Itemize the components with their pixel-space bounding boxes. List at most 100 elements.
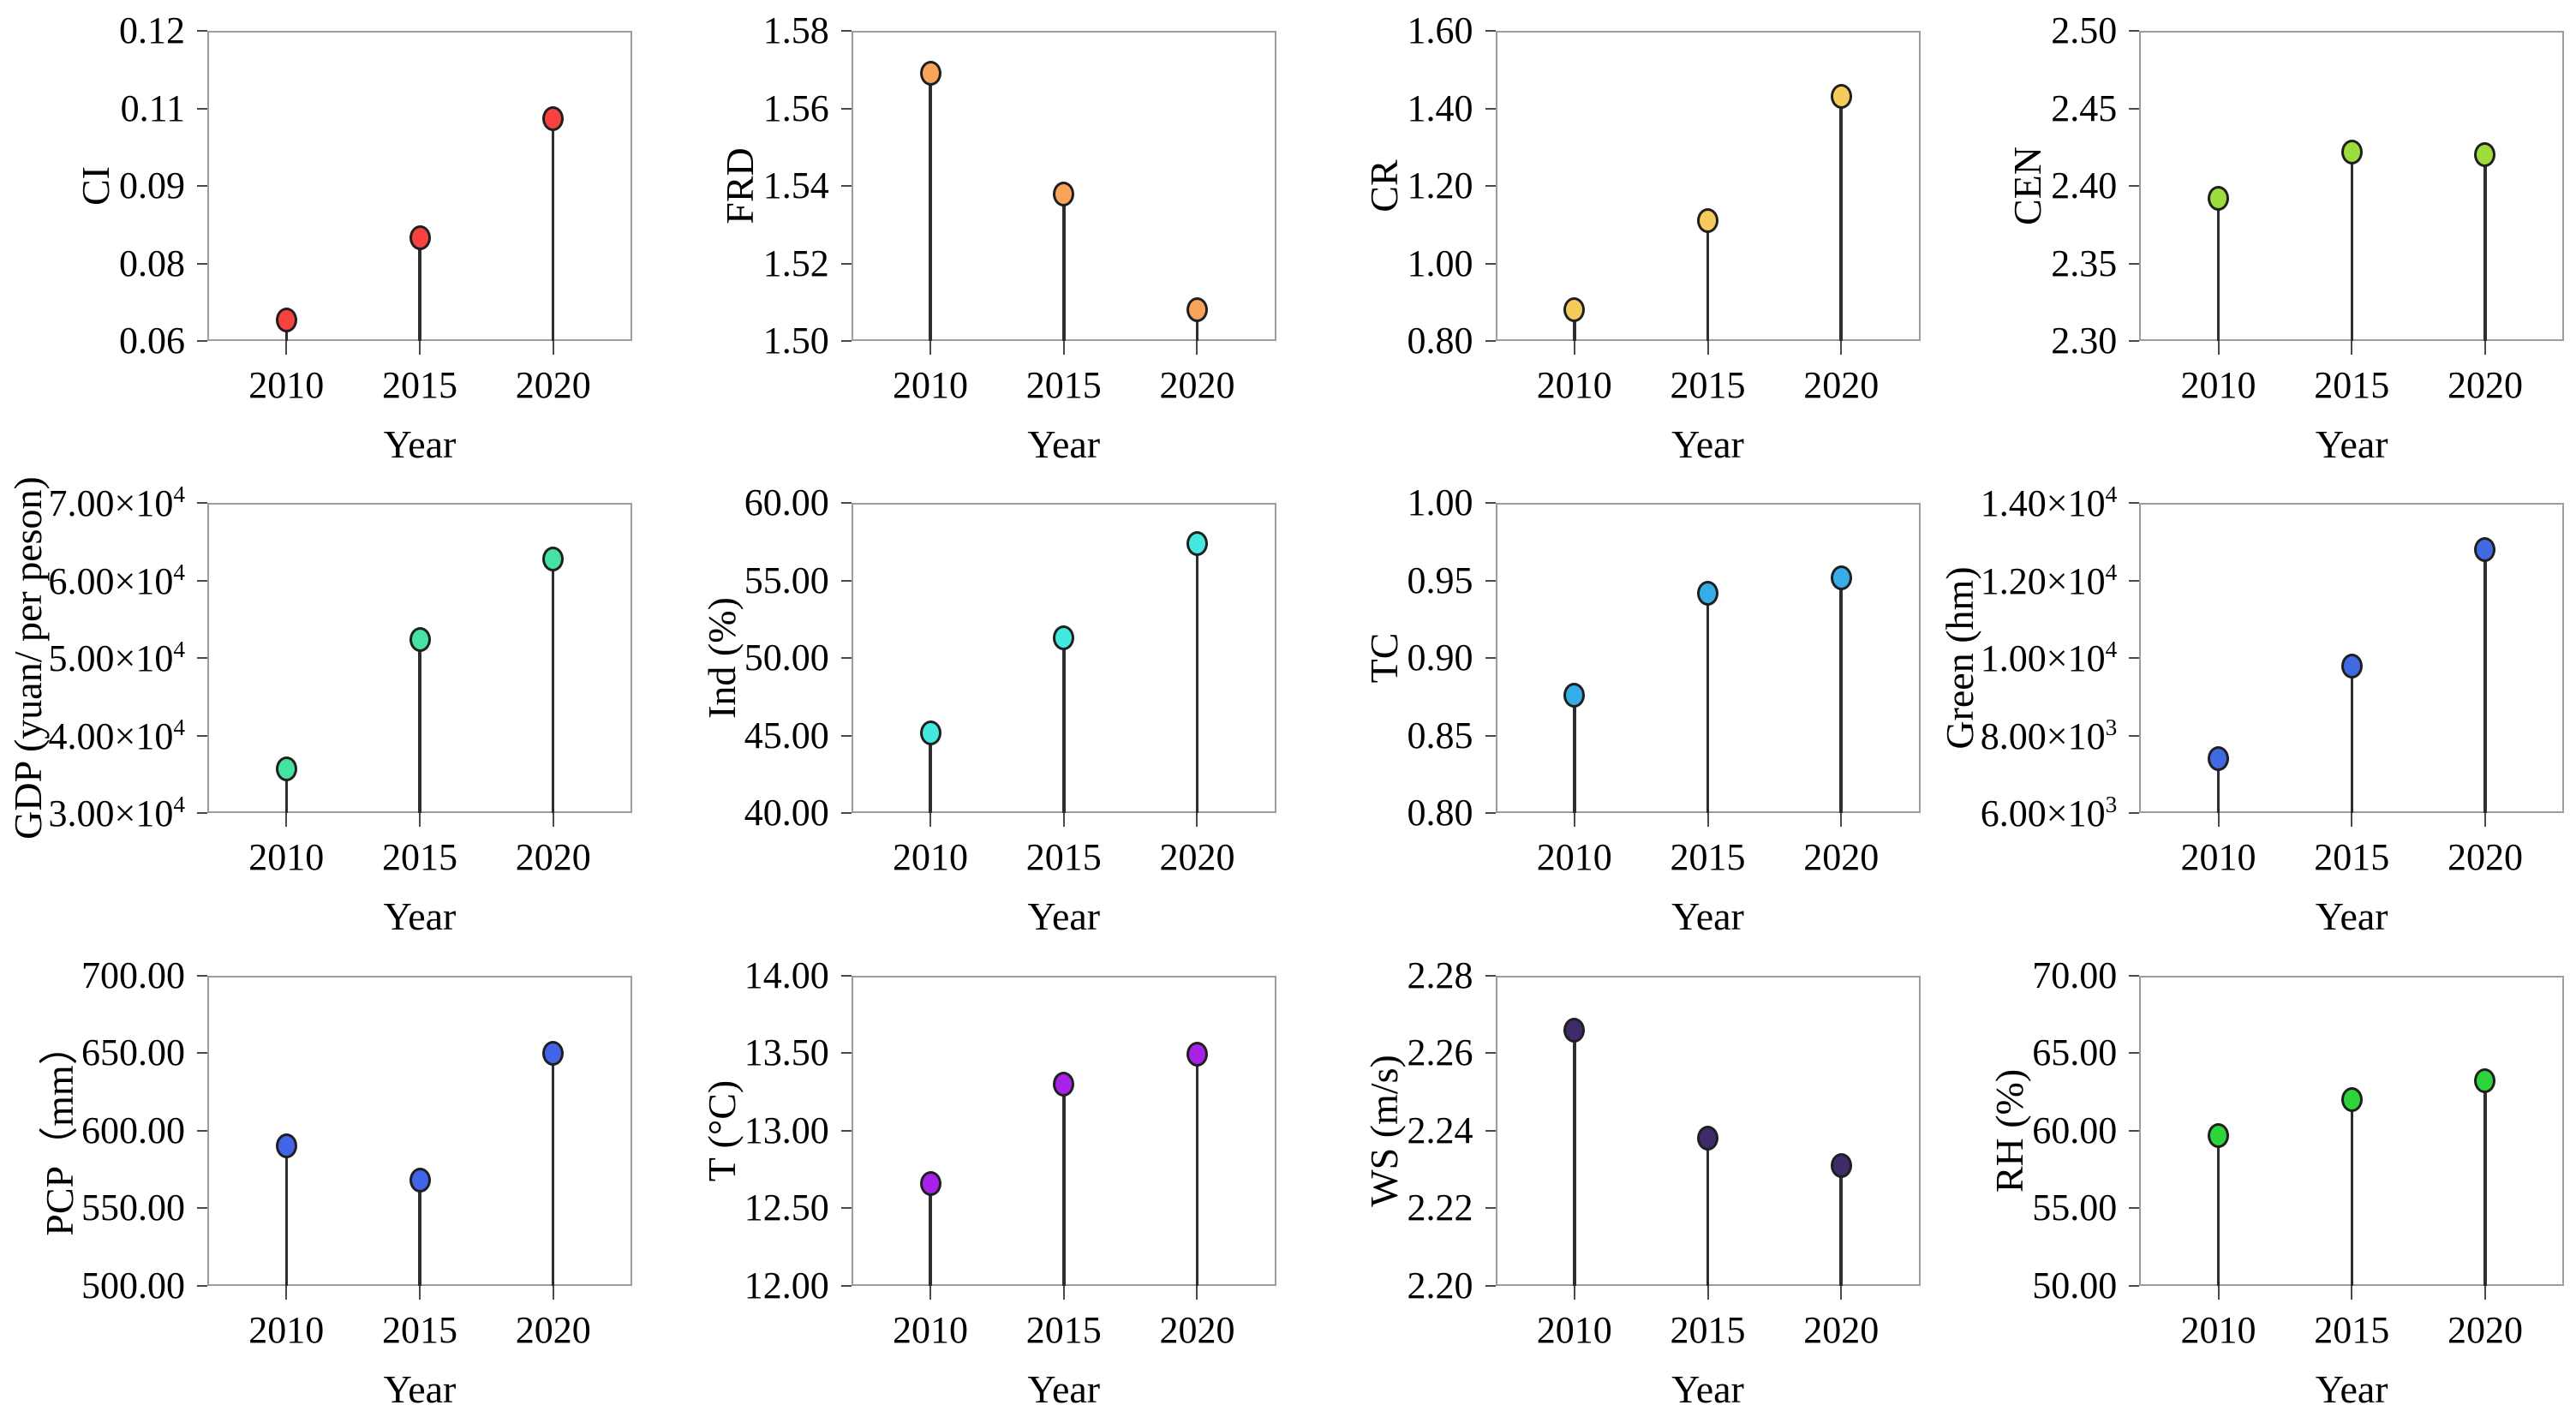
chart-panel-ci: 0.06 0.08 0.09 0.11 0.12 CI 2010 2015 2020 Year bbox=[0, 0, 644, 472]
y-axis-title-cr: CR bbox=[1361, 159, 1406, 212]
stem-2015 bbox=[418, 237, 421, 341]
y-tick-label: 2.26 bbox=[1407, 1031, 1473, 1074]
y-tick bbox=[197, 657, 207, 660]
y-tick bbox=[197, 1129, 207, 1132]
data-point-ws-2020 bbox=[1830, 1152, 1852, 1178]
y-tick bbox=[840, 812, 852, 815]
y-tick-label: 40.00 bbox=[744, 792, 829, 834]
y-tick-label: 0.95 bbox=[1407, 559, 1473, 601]
stem-2020 bbox=[551, 559, 555, 814]
stem-2010 bbox=[929, 732, 932, 814]
x-tick bbox=[2483, 813, 2486, 828]
y-tick bbox=[2129, 812, 2140, 815]
data-point-tc-2010 bbox=[1563, 683, 1586, 708]
x-tick-label: 2015 bbox=[1670, 364, 1746, 406]
exponent: 4 bbox=[173, 792, 185, 818]
y-tick-label: 14.00 bbox=[744, 954, 829, 996]
y-tick-label: 0.11 bbox=[120, 87, 185, 129]
exponent: 4 bbox=[2105, 637, 2118, 663]
stem-2010 bbox=[1573, 695, 1576, 814]
x-tick bbox=[552, 1285, 554, 1300]
y-tick-label: 0.06 bbox=[119, 320, 185, 362]
data-point-ci-2015 bbox=[409, 224, 431, 250]
data-point-t-2020 bbox=[1186, 1042, 1208, 1067]
x-tick bbox=[285, 813, 288, 828]
data-point-cen-2015 bbox=[2340, 139, 2363, 164]
y-tick-label: 12.00 bbox=[744, 1264, 829, 1306]
y-tick bbox=[197, 1284, 207, 1287]
y-tick bbox=[197, 185, 207, 187]
y-tick-label: 550.00 bbox=[81, 1187, 185, 1229]
y-axis-title-green: Green (hm) bbox=[1938, 566, 1982, 750]
y-tick bbox=[840, 657, 852, 660]
data-point-frd-2015 bbox=[1053, 181, 1075, 206]
y-tick bbox=[2129, 107, 2140, 110]
x-tick bbox=[2351, 341, 2353, 355]
x-tick bbox=[1196, 1285, 1198, 1300]
x-tick-label: 2010 bbox=[1536, 1308, 1612, 1351]
x-tick bbox=[419, 1285, 421, 1300]
x-tick-label: 2010 bbox=[1536, 364, 1612, 406]
x-tick bbox=[1196, 341, 1198, 355]
x-tick bbox=[419, 813, 421, 828]
y-tick-label: 0.09 bbox=[119, 164, 185, 206]
y-tick-label: 1.40×104 bbox=[1980, 481, 2118, 525]
stem-2020 bbox=[1839, 96, 1843, 341]
data-point-pcp-2020 bbox=[542, 1040, 565, 1066]
x-tick-label: 2010 bbox=[893, 836, 968, 879]
y-tick-label: 2.45 bbox=[2051, 87, 2118, 129]
y-tick-label: 1.56 bbox=[762, 87, 829, 129]
y-tick-label: 1.00×104 bbox=[1980, 637, 2118, 680]
data-point-cr-2010 bbox=[1563, 297, 1586, 323]
stem-2015 bbox=[1062, 1084, 1066, 1286]
chart-panel-ws: 2.20 2.22 2.24 2.26 2.28 WS (m/s) 2010 2015 2020… bbox=[1288, 945, 1933, 1417]
y-tick-label: 13.00 bbox=[744, 1109, 829, 1151]
exponent: 3 bbox=[2105, 792, 2118, 818]
x-tick-label: 2020 bbox=[515, 364, 591, 406]
y-tick bbox=[197, 107, 207, 110]
x-tick-label: 2020 bbox=[2447, 1308, 2523, 1351]
y-tick-label: 3.00×104 bbox=[48, 792, 185, 835]
stem-2015 bbox=[1062, 637, 1066, 814]
x-axis-title-green: Year bbox=[2315, 894, 2388, 939]
data-point-green-2015 bbox=[2340, 653, 2363, 679]
stem-2010 bbox=[929, 1183, 932, 1286]
data-point-cr-2015 bbox=[1697, 208, 1718, 234]
data-point-pcp-2010 bbox=[275, 1133, 297, 1159]
x-tick-label: 2010 bbox=[248, 364, 325, 406]
x-tick bbox=[1573, 1285, 1575, 1300]
x-tick-label: 2010 bbox=[248, 1308, 325, 1351]
x-tick-label: 2015 bbox=[1670, 836, 1746, 879]
y-tick bbox=[840, 107, 852, 110]
y-tick-label: 500.00 bbox=[81, 1264, 185, 1306]
stem-2015 bbox=[418, 639, 421, 814]
x-tick bbox=[1062, 1285, 1065, 1300]
chart-panel-cr: 0.80 1.00 1.20 1.40 1.60 CR 2010 2015 2020 Year bbox=[1288, 0, 1933, 472]
y-tick-label: 6.00×104 bbox=[48, 559, 185, 602]
data-point-green-2010 bbox=[2208, 746, 2229, 772]
y-tick bbox=[2129, 30, 2140, 32]
stem-2010 bbox=[2216, 758, 2220, 814]
y-tick bbox=[840, 1207, 852, 1210]
x-tick bbox=[1840, 341, 1843, 355]
data-point-rh-2010 bbox=[2208, 1122, 2229, 1148]
y-tick-label: 2.35 bbox=[2051, 242, 2118, 284]
y-tick-label: 13.50 bbox=[744, 1031, 829, 1074]
y-tick bbox=[840, 1284, 852, 1287]
y-tick bbox=[1485, 657, 1496, 660]
x-axis-title-frd: Year bbox=[1027, 422, 1101, 466]
x-axis-title-ws: Year bbox=[1671, 1366, 1744, 1411]
stem-2020 bbox=[1839, 1165, 1843, 1286]
y-tick bbox=[1485, 974, 1496, 977]
x-tick-label: 2010 bbox=[893, 364, 968, 406]
stem-2020 bbox=[1195, 309, 1199, 341]
chart-panel-cen: 2.30 2.35 2.40 2.45 2.50 CEN 2010 2015 2020 Year bbox=[1932, 0, 2576, 472]
x-tick-label: 2015 bbox=[2314, 836, 2390, 879]
x-tick-label: 2010 bbox=[2180, 836, 2256, 879]
y-tick-label: 55.00 bbox=[744, 559, 829, 601]
y-tick-label: 55.00 bbox=[2032, 1187, 2118, 1229]
y-tick bbox=[1485, 1129, 1496, 1132]
x-tick bbox=[1573, 813, 1575, 828]
y-tick bbox=[840, 502, 852, 505]
y-tick-label: 8.00×103 bbox=[1980, 714, 2118, 757]
